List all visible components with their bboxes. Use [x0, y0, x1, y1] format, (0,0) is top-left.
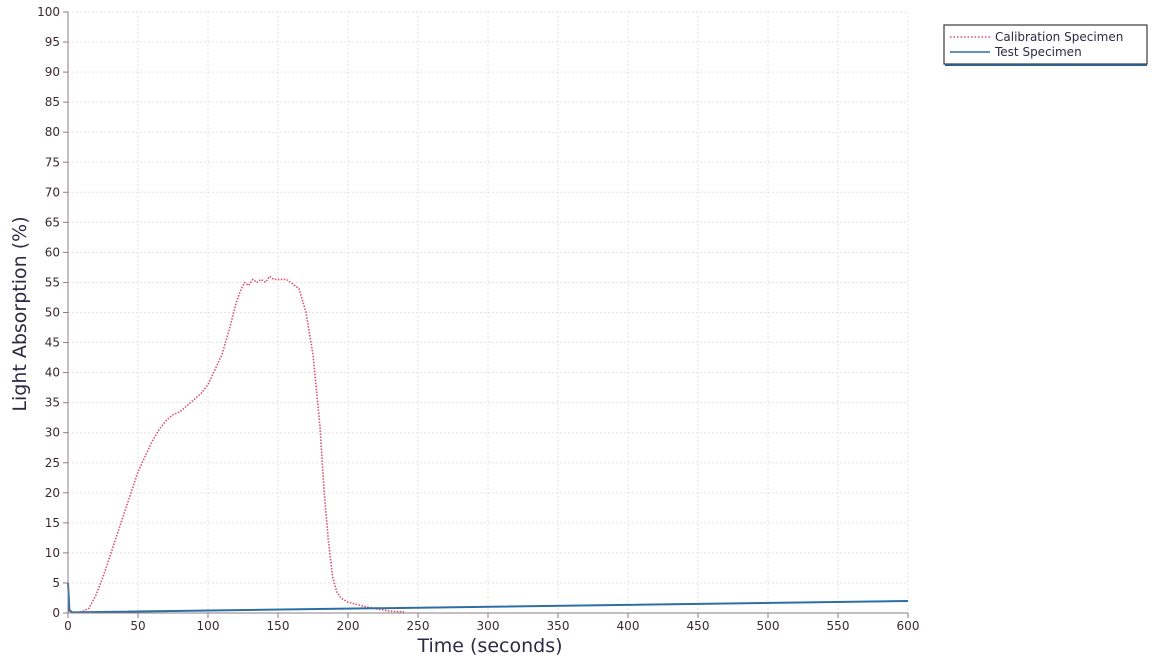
y-tick-label: 65 — [45, 215, 60, 229]
y-tick-label: 45 — [45, 336, 60, 350]
y-tick-label: 60 — [45, 245, 60, 259]
y-tick-label: 80 — [45, 125, 60, 139]
y-tick-label: 70 — [45, 185, 60, 199]
y-tick-label: 55 — [45, 275, 60, 289]
y-tick-label: 25 — [45, 456, 60, 470]
x-tick-label: 400 — [617, 619, 640, 633]
y-axis-ticks: 0 5 10 15 20 25 30 35 40 45 50 55 60 65 70 75 80 85 90 95 10… — [37, 5, 68, 620]
x-tick-label: 300 — [477, 619, 500, 633]
x-tick-label: 600 — [897, 619, 920, 633]
x-tick-label: 150 — [267, 619, 290, 633]
legend-label-test: Test Specimen — [994, 45, 1082, 59]
y-tick-label: 10 — [45, 546, 60, 560]
y-tick-label: 20 — [45, 486, 60, 500]
y-tick-label: 95 — [45, 35, 60, 49]
y-tick-label: 35 — [45, 396, 60, 410]
legend: Calibration Specimen Test Specimen — [943, 24, 1148, 66]
y-tick-label: 90 — [45, 65, 60, 79]
legend-box — [943, 24, 1148, 65]
y-tick-label: 100 — [37, 5, 60, 19]
series-line-calibration-specimen — [67, 275, 405, 614]
y-tick-label: 40 — [45, 366, 60, 380]
x-tick-label: 500 — [757, 619, 780, 633]
x-axis-title: Time (seconds) — [416, 635, 562, 657]
x-tick-label: 450 — [687, 619, 710, 633]
x-axis-ticks: 0 50 100 150 200 250 300 350 400 450 500 550 600 — [64, 613, 919, 633]
legend-label-calibration: Calibration Specimen — [995, 30, 1123, 44]
y-tick-label: 75 — [45, 155, 60, 169]
y-tick-label: 0 — [52, 606, 60, 620]
x-tick-label: 100 — [197, 619, 220, 633]
y-axis-title: Light Absorption (%) — [9, 216, 31, 411]
grid-lines — [68, 11, 909, 613]
y-tick-label: 5 — [52, 576, 60, 590]
x-tick-label: 550 — [827, 619, 850, 633]
y-tick-label: 50 — [45, 306, 60, 320]
series-layer — [67, 275, 909, 614]
y-tick-label: 30 — [45, 426, 60, 440]
x-tick-label: 200 — [337, 619, 360, 633]
x-tick-label: 0 — [64, 619, 72, 633]
x-tick-label: 250 — [407, 619, 430, 633]
x-tick-label: 350 — [547, 619, 570, 633]
y-tick-label: 85 — [45, 95, 60, 109]
series-line-test-specimen — [67, 582, 909, 614]
y-tick-label: 15 — [45, 516, 60, 530]
x-tick-label: 50 — [130, 619, 145, 633]
